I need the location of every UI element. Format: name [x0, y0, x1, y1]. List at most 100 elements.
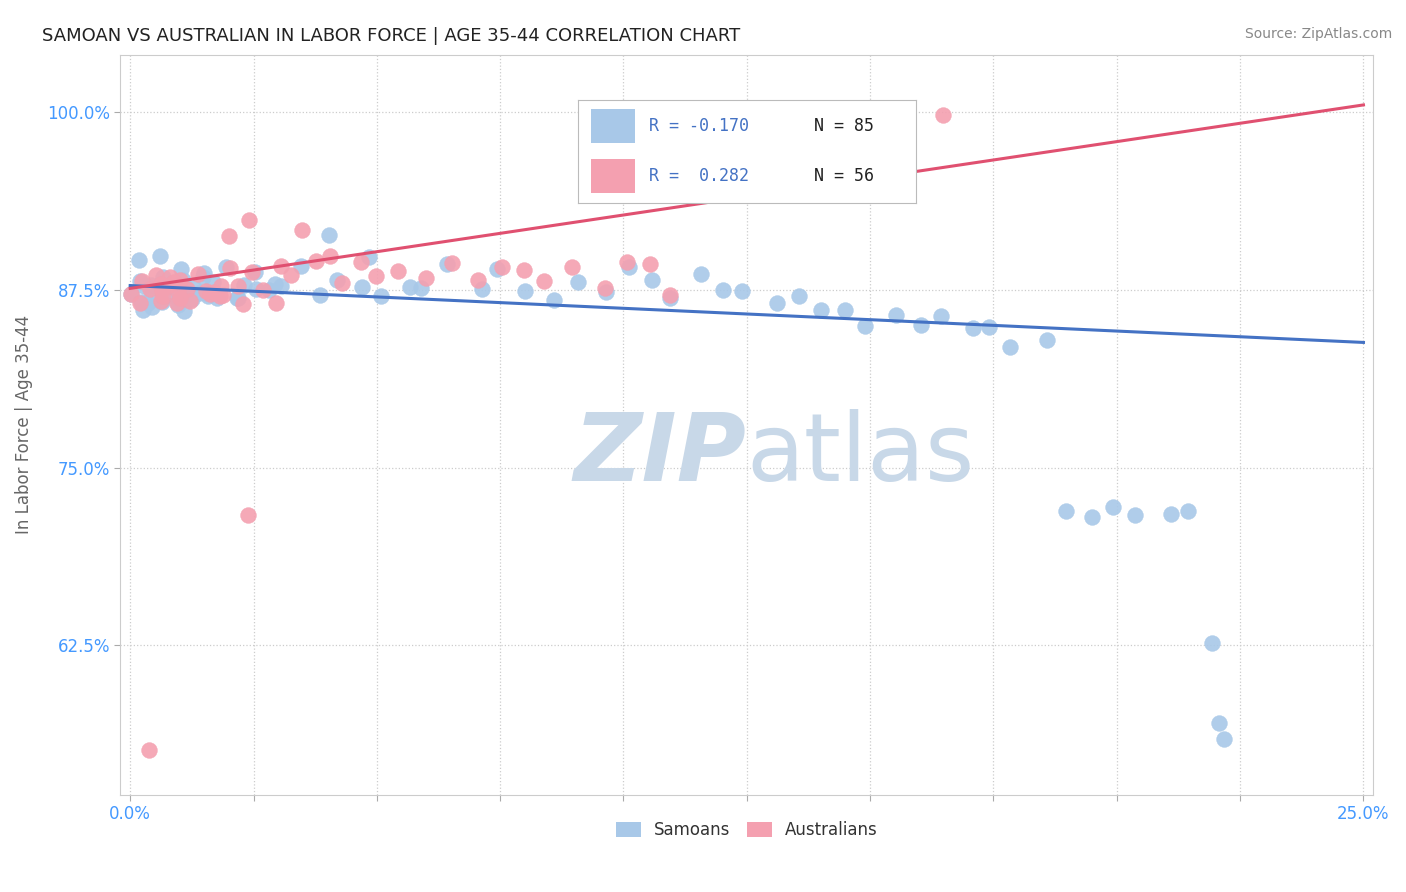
Point: [305, 254, 328, 268]
Point: [962, 320, 984, 334]
Point: [145, 268, 167, 283]
Point: [193, 267, 215, 281]
Point: [226, 278, 249, 293]
Point: [138, 743, 160, 757]
Point: [245, 282, 267, 296]
Point: [128, 252, 150, 267]
Point: [129, 295, 152, 310]
Point: [350, 280, 373, 294]
Point: [326, 273, 349, 287]
Point: [243, 265, 266, 279]
Point: [176, 282, 198, 296]
Point: [169, 291, 191, 305]
Point: [240, 265, 263, 279]
Point: [132, 278, 155, 293]
Point: [264, 296, 287, 310]
Point: [191, 270, 214, 285]
Point: [226, 292, 249, 306]
Point: [172, 273, 194, 287]
Point: [159, 270, 181, 285]
Point: [155, 288, 177, 302]
Point: [485, 262, 508, 277]
Point: [366, 269, 388, 284]
Point: [387, 264, 409, 278]
Point: [131, 303, 153, 318]
Point: [1080, 509, 1102, 524]
Point: [208, 289, 231, 303]
Point: [291, 222, 314, 236]
Point: [910, 318, 932, 332]
Point: [205, 291, 228, 305]
Point: [128, 295, 150, 310]
Point: [270, 279, 292, 293]
Point: [1208, 716, 1230, 731]
Point: [619, 260, 641, 274]
Point: [513, 263, 536, 277]
Point: [658, 288, 681, 302]
Point: [139, 282, 162, 296]
Point: [159, 278, 181, 293]
Point: [290, 260, 312, 274]
Point: [766, 296, 789, 310]
Point: [309, 288, 332, 302]
Point: [170, 261, 193, 276]
Point: [1036, 333, 1059, 347]
Point: [638, 257, 661, 271]
Point: [467, 273, 489, 287]
Point: [141, 300, 163, 314]
Point: [1177, 504, 1199, 518]
Point: [330, 276, 353, 290]
Point: [202, 275, 225, 289]
Point: [202, 285, 225, 299]
Y-axis label: In Labor Force | Age 35-44: In Labor Force | Age 35-44: [15, 316, 32, 534]
Point: [169, 273, 191, 287]
Point: [436, 257, 458, 271]
Point: [172, 283, 194, 297]
Point: [167, 293, 190, 307]
Point: [616, 255, 638, 269]
Point: [167, 284, 190, 298]
Point: [149, 293, 172, 308]
Point: [357, 251, 380, 265]
Point: [1201, 636, 1223, 650]
Point: [156, 280, 179, 294]
Point: [491, 260, 513, 275]
Point: [979, 319, 1001, 334]
Point: [730, 284, 752, 298]
Point: [280, 268, 302, 282]
Point: [131, 274, 153, 288]
Point: [152, 288, 174, 302]
Point: [319, 249, 342, 263]
Point: [259, 283, 281, 297]
Point: [567, 275, 589, 289]
Point: [884, 309, 907, 323]
Point: [471, 282, 494, 296]
Point: [150, 283, 173, 297]
Point: [810, 302, 832, 317]
Point: [931, 108, 953, 122]
Point: [593, 281, 616, 295]
Point: [318, 228, 340, 243]
Legend: Samoans, Australians: Samoans, Australians: [609, 814, 884, 846]
Point: [218, 228, 240, 243]
Point: [789, 289, 811, 303]
Point: [152, 270, 174, 285]
Point: [415, 271, 437, 285]
Point: [232, 297, 254, 311]
Point: [209, 279, 232, 293]
Point: [533, 274, 555, 288]
Point: [560, 260, 582, 274]
Point: [148, 280, 170, 294]
Point: [129, 274, 152, 288]
Point: [543, 293, 565, 308]
Point: [166, 295, 188, 310]
Point: [226, 291, 249, 305]
Point: [689, 267, 711, 281]
Point: [197, 288, 219, 302]
Point: [163, 275, 186, 289]
Point: [440, 256, 463, 270]
Point: [187, 285, 209, 300]
Point: [232, 278, 254, 293]
Point: [167, 298, 190, 312]
Text: SAMOAN VS AUSTRALIAN IN LABOR FORCE | AGE 35-44 CORRELATION CHART: SAMOAN VS AUSTRALIAN IN LABOR FORCE | AG…: [42, 27, 741, 45]
